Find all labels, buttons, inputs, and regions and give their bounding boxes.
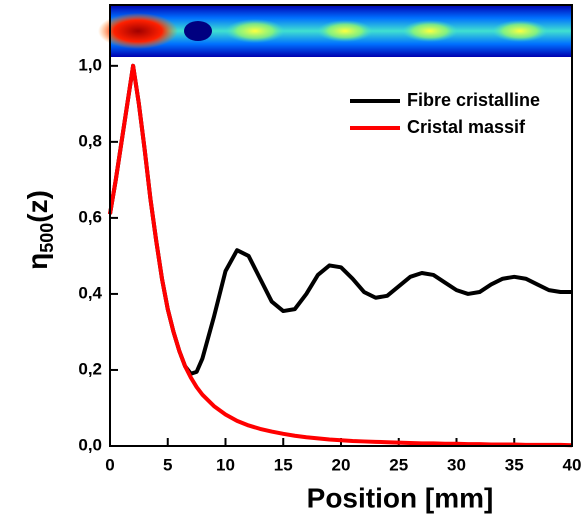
y-tick-label: 0,4 — [78, 283, 102, 302]
plot-frame — [109, 4, 573, 447]
y-tick-label: 0,8 — [78, 131, 102, 150]
x-tick-label: 40 — [563, 455, 582, 474]
data-line — [108, 63, 573, 448]
x-tick-label: 15 — [274, 455, 293, 474]
y-label-subscript: 500 — [37, 223, 57, 253]
data-line — [108, 63, 572, 376]
legend-label: Fibre cristalline — [407, 90, 540, 110]
legend-label: Cristal massif — [407, 117, 526, 137]
heatmap-strip — [98, 5, 572, 57]
y-tick-label: 0,0 — [78, 435, 102, 454]
y-tick-label: 1,0 — [78, 55, 102, 74]
x-tick-label: 0 — [105, 455, 114, 474]
y-tick-label: 0,2 — [78, 359, 102, 378]
y-label-symbol: η — [22, 253, 53, 270]
x-tick-label: 25 — [389, 455, 408, 474]
x-axis-label: Position [mm] — [307, 482, 494, 513]
y-label-suffix: (z) — [22, 190, 53, 223]
x-tick-label: 30 — [447, 455, 466, 474]
x-tick-label: 10 — [216, 455, 235, 474]
x-tick-label: 35 — [505, 455, 524, 474]
x-tick-label: 5 — [163, 455, 172, 474]
x-tick-label: 20 — [332, 455, 351, 474]
y-axis-label: η500(z) — [22, 190, 56, 270]
y-tick-label: 0,6 — [78, 207, 102, 226]
